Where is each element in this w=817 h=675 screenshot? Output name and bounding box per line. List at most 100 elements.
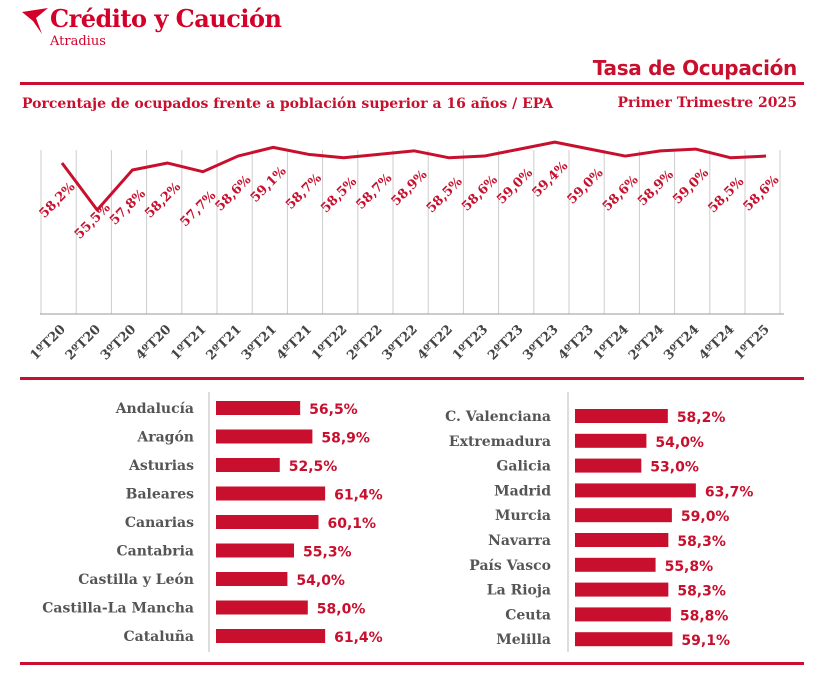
bar-value-label: 53,0% <box>650 460 699 476</box>
x-tick-label: 1ºT22 <box>309 322 350 363</box>
x-tick-label: 3ºT20 <box>98 322 139 363</box>
bar-category-label: Melilla <box>496 632 551 648</box>
data-label: 58,2% <box>37 179 79 221</box>
brand-logo-icon <box>22 8 48 34</box>
bar-value-label: 56,5% <box>309 402 358 418</box>
bar-category-label: Andalucía <box>115 401 194 417</box>
x-tick-label: 1ºT24 <box>591 322 632 363</box>
bar-category-label: Cantabria <box>117 544 195 560</box>
bar-value-label: 58,3% <box>677 584 726 600</box>
bar <box>575 632 673 647</box>
bar-value-label: 54,0% <box>655 435 704 451</box>
bar <box>216 543 295 558</box>
bar-value-label: 52,5% <box>289 459 338 475</box>
bar-value-label: 58,0% <box>317 602 366 618</box>
x-tick-label: 2ºT21 <box>204 322 245 363</box>
line-chart: 58,2%1ºT2055,5%2ºT2057,8%3ºT2058,2%4ºT20… <box>28 140 784 363</box>
x-tick-label: 2ºT22 <box>344 322 385 363</box>
bar-category-label: Aragón <box>136 430 194 446</box>
bar-chart-right: C. Valenciana 58,2% Extremadura 54,0% Galici… <box>445 392 754 652</box>
data-label: 58,9% <box>389 167 431 209</box>
top-rule <box>20 82 804 85</box>
middle-rule <box>20 377 804 380</box>
bar-value-label: 59,1% <box>681 633 730 649</box>
bar <box>216 458 280 472</box>
bar-value-label: 58,2% <box>677 410 726 426</box>
data-label: 58,6% <box>600 172 642 214</box>
bar-value-label: 61,4% <box>334 630 383 646</box>
x-tick-label: 4ºT23 <box>556 322 597 363</box>
bar <box>575 508 672 523</box>
bar-chart-left: Andalucía 56,5% Aragón 58,9% Asturias 52,5% Ba… <box>42 392 383 652</box>
bar-value-label: 63,7% <box>705 484 754 500</box>
x-tick-label: 1ºT20 <box>28 322 69 363</box>
bar-category-label: Asturias <box>128 458 194 474</box>
chart-period: Primer Trimestre 2025 <box>617 95 797 111</box>
bar-category-label: Canarias <box>125 515 194 531</box>
bar-value-label: 60,1% <box>328 516 377 532</box>
x-tick-label: 3ºT22 <box>380 322 421 363</box>
bar <box>216 515 319 529</box>
x-tick-label: 4ºT22 <box>415 322 456 363</box>
data-label: 58,5% <box>424 174 466 216</box>
x-tick-label: 1ºT25 <box>732 322 773 363</box>
bar <box>216 629 326 643</box>
x-tick-label: 1ºT23 <box>450 322 491 363</box>
x-tick-label: 1ºT21 <box>168 322 209 363</box>
x-tick-label: 2ºT20 <box>63 322 104 363</box>
bar-category-label: Madrid <box>494 483 551 499</box>
bar <box>216 486 326 501</box>
bar-value-label: 59,0% <box>681 509 730 525</box>
page-title: Tasa de Ocupación <box>592 56 798 80</box>
bar-category-label: Navarra <box>488 533 551 549</box>
bar-value-label: 55,8% <box>665 559 714 575</box>
bar <box>575 533 669 547</box>
data-label: 58,7% <box>353 171 395 213</box>
data-label: 58,6% <box>741 172 783 214</box>
x-tick-label: 4ºT24 <box>696 322 737 363</box>
bar-value-label: 58,9% <box>321 431 370 447</box>
bar <box>575 433 647 448</box>
bar-category-label: Cataluña <box>124 628 195 645</box>
data-label: 58,2% <box>142 179 184 221</box>
bar-value-label: 58,8% <box>680 608 729 624</box>
bar <box>216 401 301 415</box>
data-label: 59,1% <box>248 164 290 206</box>
data-label: 58,6% <box>459 172 501 214</box>
bar-value-label: 58,3% <box>677 534 726 550</box>
x-tick-label: 3ºT23 <box>520 322 561 363</box>
bar <box>575 483 696 498</box>
bar-category-label: Castilla-La Mancha <box>42 601 194 617</box>
x-tick-label: 4ºT21 <box>274 322 315 363</box>
bar-category-label: Galicia <box>496 459 551 475</box>
bar-value-label: 61,4% <box>334 488 383 504</box>
bar-value-label: 55,3% <box>303 545 352 561</box>
bar-value-label: 54,0% <box>296 573 345 589</box>
bar-category-label: La Rioja <box>487 583 551 599</box>
bar <box>575 557 656 572</box>
bar <box>575 458 642 473</box>
bar-category-label: Ceuta <box>505 607 551 623</box>
bar <box>575 582 669 597</box>
bar <box>575 607 671 622</box>
brand-subtitle: Atradius <box>50 34 106 49</box>
x-tick-label: 3ºT24 <box>661 322 702 363</box>
bar-category-label: Murcia <box>495 508 551 524</box>
data-label: 59,4% <box>529 158 571 200</box>
data-label: 59,0% <box>565 165 607 207</box>
data-label: 59,0% <box>670 165 712 207</box>
x-tick-label: 3ºT21 <box>239 322 280 363</box>
bar-category-label: C. Valenciana <box>445 409 551 425</box>
bottom-rule <box>20 662 804 665</box>
data-label: 58,9% <box>635 167 677 209</box>
bar-category-label: Castilla y León <box>78 572 194 588</box>
x-tick-label: 2ºT24 <box>626 322 667 363</box>
data-label: 57,7% <box>177 188 219 230</box>
data-label: 59,0% <box>494 165 536 207</box>
brand-name: Crédito y Caución <box>50 4 282 33</box>
bar <box>575 409 668 423</box>
x-tick-label: 2ºT23 <box>485 322 526 363</box>
data-label: 58,5% <box>318 174 360 216</box>
data-label: 58,5% <box>705 174 747 216</box>
bar <box>216 572 288 586</box>
